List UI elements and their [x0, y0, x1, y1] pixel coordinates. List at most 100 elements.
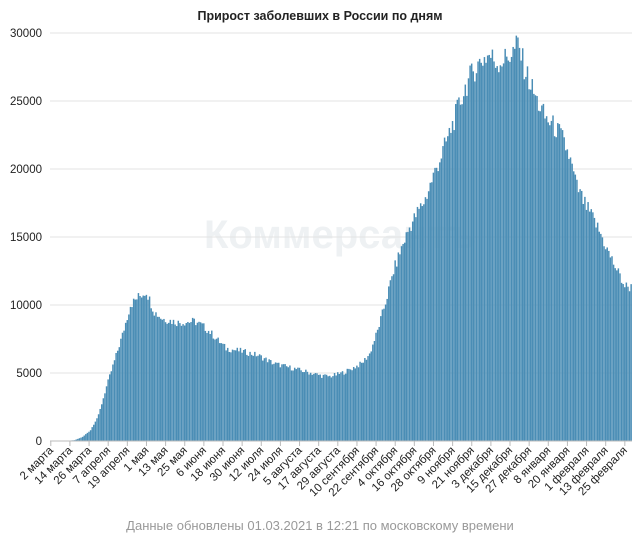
bar — [359, 361, 361, 441]
bar — [367, 356, 369, 441]
bar — [490, 57, 492, 441]
bar — [443, 137, 446, 441]
y-tick-label: 20000 — [10, 164, 42, 176]
bar — [553, 136, 556, 441]
bar — [440, 158, 443, 441]
bar — [285, 366, 288, 441]
bar — [349, 369, 352, 441]
bar — [152, 311, 154, 441]
bar — [504, 48, 506, 442]
bar — [542, 103, 545, 442]
bar — [238, 351, 240, 441]
bar — [161, 319, 164, 441]
bar — [309, 372, 312, 441]
bar — [167, 322, 170, 441]
bar — [475, 73, 478, 442]
bar — [180, 325, 183, 441]
bar — [574, 174, 577, 441]
bar — [258, 354, 261, 441]
bar — [397, 252, 400, 441]
bar — [373, 341, 376, 441]
bar — [123, 330, 125, 441]
bar — [415, 217, 417, 441]
bar — [576, 179, 578, 441]
bar — [150, 308, 152, 441]
bar — [282, 364, 285, 441]
bar — [116, 350, 119, 441]
bar — [81, 436, 84, 441]
bar — [271, 364, 274, 441]
bar — [483, 57, 486, 441]
bar — [158, 316, 160, 441]
bar — [381, 309, 384, 441]
bar — [348, 368, 350, 441]
bar — [207, 330, 210, 441]
bar — [126, 320, 129, 441]
bar — [622, 284, 624, 441]
bar — [533, 93, 535, 441]
bar — [616, 270, 618, 441]
bar — [501, 66, 503, 441]
bar — [380, 316, 382, 441]
bar — [568, 158, 570, 441]
bar — [77, 438, 79, 441]
bar — [429, 182, 431, 441]
bar — [101, 404, 103, 441]
bar — [128, 314, 130, 441]
bar — [620, 282, 623, 441]
bar — [337, 372, 339, 441]
bar — [624, 287, 626, 441]
bar — [558, 124, 561, 441]
footer-updated: Данные обновлены 01.03.2021 в 12:21 по м… — [126, 518, 514, 533]
bar — [498, 72, 500, 442]
bar — [466, 95, 468, 441]
bar — [97, 414, 100, 441]
bar — [314, 373, 317, 441]
bar — [577, 192, 580, 441]
bar — [520, 60, 522, 441]
bar — [523, 79, 526, 442]
bar — [416, 206, 419, 441]
bar — [239, 347, 242, 441]
bar — [145, 294, 148, 441]
bar — [376, 329, 379, 441]
bar — [89, 430, 92, 441]
bar — [435, 167, 438, 442]
bar — [368, 353, 371, 441]
bar — [593, 217, 596, 441]
bar — [399, 254, 401, 441]
bar — [292, 370, 294, 441]
bar — [561, 130, 564, 441]
bar — [536, 96, 538, 442]
bar — [552, 115, 554, 442]
bar — [333, 373, 336, 441]
bar — [493, 61, 495, 442]
bar — [195, 325, 197, 441]
bar — [625, 282, 628, 441]
bar — [423, 204, 425, 441]
bar — [351, 370, 353, 441]
bar — [360, 362, 363, 441]
bar — [539, 111, 541, 442]
bar — [630, 284, 632, 441]
bar — [362, 362, 364, 441]
bar — [131, 307, 133, 441]
bar — [121, 332, 124, 441]
bar — [109, 374, 111, 441]
bar — [155, 312, 157, 441]
bar — [453, 130, 455, 442]
bar — [86, 432, 89, 441]
bar — [448, 127, 451, 442]
bar — [262, 360, 264, 441]
bar — [287, 367, 290, 441]
bar — [544, 118, 546, 442]
bar — [338, 373, 341, 441]
bar — [241, 352, 243, 441]
bar — [230, 352, 232, 441]
y-tick-label: 0 — [36, 436, 42, 448]
bar — [110, 371, 113, 441]
y-tick-label: 10000 — [10, 300, 42, 312]
bar — [316, 373, 318, 441]
bar — [91, 427, 93, 441]
